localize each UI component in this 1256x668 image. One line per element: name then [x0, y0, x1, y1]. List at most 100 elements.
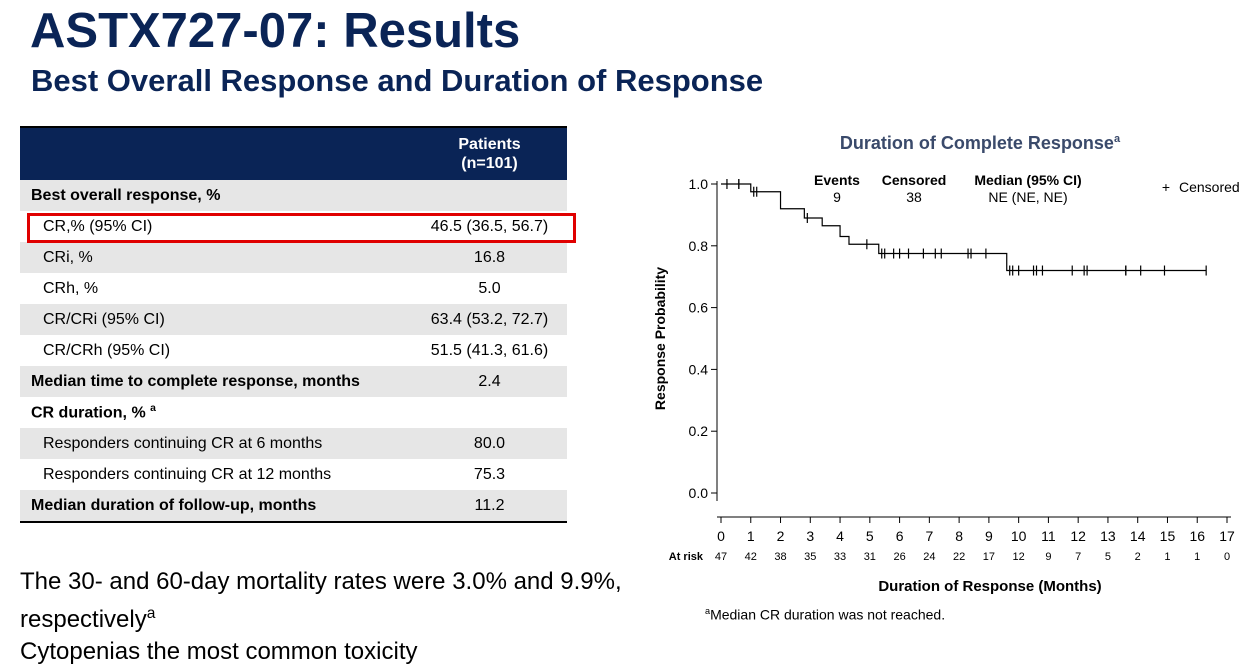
x-axis-label: Duration of Response (Months) [878, 578, 1101, 595]
y-tick-label: 0.0 [689, 485, 709, 501]
at-risk-value: 7 [1075, 551, 1081, 563]
highlight-box [27, 213, 576, 243]
row-label-text: CRi, % [43, 248, 93, 266]
slide-title: ASTX727-07: Results [30, 4, 521, 58]
table-row: CR duration, % a [20, 397, 567, 428]
row-label-text: CR,% (95% CI) [43, 217, 153, 235]
row-label-text: Median duration of follow-up, months [31, 496, 317, 514]
row-value: 2.4 [412, 366, 567, 397]
row-label: CR/CRi (95% CI) [20, 304, 412, 335]
header-line-2: (n=101) [461, 155, 518, 172]
table-row: CRh, % 5.0 [20, 273, 567, 304]
x-tick-label: 16 [1189, 528, 1205, 544]
at-risk-label: At risk [669, 551, 704, 563]
notes: The 30- and 60-day mortality rates were … [20, 566, 622, 668]
row-label-sup: a [150, 402, 156, 414]
row-label: Responders continuing CR at 12 months [20, 459, 412, 490]
at-risk-value: 24 [923, 551, 935, 563]
row-label: Best overall response, % [20, 180, 412, 211]
row-value [412, 397, 567, 428]
at-risk-value: 47 [715, 551, 727, 563]
row-value: 63.4 (53.2, 72.7) [412, 304, 567, 335]
row-label-text: Responders continuing CR at 12 months [43, 465, 332, 483]
note-line-2-sup: a [146, 605, 156, 622]
y-tick-label: 0.6 [689, 300, 709, 316]
row-label: CR/CRh (95% CI) [20, 335, 412, 366]
note-line-2-text: respectively [20, 606, 147, 633]
table-header-patients: Patients (n=101) [412, 127, 567, 180]
stat-events-value: 9 [833, 189, 841, 205]
table-row: Median time to complete response, months… [20, 366, 567, 397]
at-risk-value: 17 [983, 551, 995, 563]
y-tick-label: 0.4 [689, 361, 709, 377]
stat-censored-value: 38 [906, 189, 922, 205]
chart-title: Duration of Complete Responsea [840, 133, 1121, 153]
table-row: Best overall response, % [20, 180, 567, 211]
table-header-blank [20, 127, 412, 180]
footnote-sup: a [705, 606, 711, 616]
km-curve [721, 183, 1207, 272]
row-value: 75.3 [473, 465, 506, 483]
row-label-text: CR duration, % [31, 404, 146, 422]
row-value [412, 180, 567, 211]
x-tick-label: 2 [777, 528, 785, 544]
row-label: Responders continuing CR at 6 months [20, 428, 412, 459]
legend-censor-label: Censored [1179, 179, 1240, 195]
at-risk-value: 35 [804, 551, 816, 563]
x-tick-label: 6 [896, 528, 904, 544]
x-tick-label: 4 [836, 528, 844, 544]
table-row: Median duration of follow-up, months 11.2 [20, 490, 567, 522]
row-value: 51.5 (41.3, 61.6) [430, 341, 549, 359]
at-risk-value: 5 [1105, 551, 1111, 563]
row-value: 16.8 [412, 242, 567, 273]
x-tick-label: 15 [1160, 528, 1176, 544]
x-tick-label: 0 [717, 528, 725, 544]
x-tick-label: 12 [1070, 528, 1086, 544]
at-risk-value: 42 [745, 551, 757, 563]
x-tick-label: 3 [806, 528, 814, 544]
legend-censor-symbol: + [1162, 179, 1170, 195]
chart-title-text: Duration of Complete Response [840, 133, 1114, 153]
at-risk-value: 1 [1164, 551, 1170, 563]
row-label-text: CR/CRi (95% CI) [43, 310, 165, 328]
row-label: CRh, % [20, 273, 412, 304]
row-label-text: CRh, % [43, 279, 99, 297]
row-value: 5.0 [478, 279, 501, 297]
x-tick-label: 9 [985, 528, 993, 544]
x-tick-label: 17 [1219, 528, 1235, 544]
at-risk-value: 9 [1045, 551, 1051, 563]
row-label-text: CR/CRh (95% CI) [43, 341, 171, 359]
footnote-text: Median CR duration was not reached. [710, 606, 946, 623]
row-value: 46.5 (36.5, 56.7) [430, 217, 549, 235]
row-label: CRi, % [20, 242, 412, 273]
row-label-text: Median time to complete response, months [31, 372, 360, 390]
at-risk-value: 33 [834, 551, 846, 563]
table-row: CR,% (95% CI) 46.5 (36.5, 56.7) [20, 211, 567, 242]
x-tick-label: 13 [1100, 528, 1116, 544]
header-line-1: Patients [458, 135, 521, 153]
y-tick-label: 0.2 [689, 423, 709, 439]
stat-median-label: Median (95% CI) [974, 172, 1081, 188]
y-tick-label: 1.0 [689, 176, 709, 192]
table-row: CRi, % 16.8 [20, 242, 567, 273]
y-tick-label: 0.8 [689, 238, 709, 254]
row-value: 11.2 [412, 490, 567, 522]
at-risk-value: 12 [1013, 551, 1025, 563]
at-risk-value: 2 [1135, 551, 1141, 563]
row-label: Median duration of follow-up, months [20, 490, 412, 522]
table-row: Responders continuing CR at 6 months 80.0 [20, 428, 567, 459]
stat-events-label: Events [814, 172, 860, 188]
x-tick-label: 10 [1011, 528, 1027, 544]
row-label-text: Responders continuing CR at 6 months [43, 434, 323, 452]
response-table: Patients (n=101) Best overall response, … [20, 126, 567, 523]
x-tick-label: 11 [1041, 528, 1056, 544]
y-axis-label: Response Probability [652, 267, 668, 410]
at-risk-value: 31 [864, 551, 876, 563]
table-row: Responders continuing CR at 12 months 75.… [20, 459, 567, 490]
footnote: aMedian CR duration was not reached. [705, 606, 945, 623]
stat-censored-label: Censored [882, 172, 947, 188]
at-risk-value: 38 [774, 551, 786, 563]
row-label: Median time to complete response, months [20, 366, 412, 397]
row-value: 80.0 [412, 428, 567, 459]
x-tick-label: 14 [1130, 528, 1146, 544]
